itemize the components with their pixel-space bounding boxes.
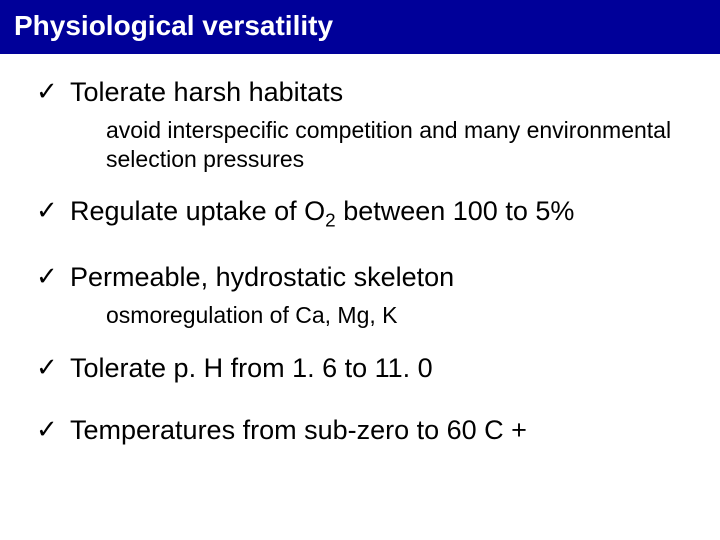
check-icon: ✓ xyxy=(36,76,70,107)
slide-title: Physiological versatility xyxy=(14,10,333,41)
bullet-subtext: osmoregulation of Ca, Mg, K xyxy=(106,301,684,330)
bullet-item: ✓ Regulate uptake of O2 between 100 to 5… xyxy=(36,195,684,233)
bullet-item: ✓ Tolerate harsh habitats xyxy=(36,76,684,110)
check-icon: ✓ xyxy=(36,414,70,445)
bullet-item: ✓ Tolerate p. H from 1. 6 to 11. 0 xyxy=(36,352,684,386)
bullet-item: ✓ Permeable, hydrostatic skeleton xyxy=(36,261,684,295)
slide-content: ✓ Tolerate harsh habitats avoid interspe… xyxy=(0,54,720,447)
bullet-text: Permeable, hydrostatic skeleton xyxy=(70,261,454,295)
bullet-text: Regulate uptake of O2 between 100 to 5% xyxy=(70,195,574,233)
check-icon: ✓ xyxy=(36,195,70,226)
bullet-text: Temperatures from sub-zero to 60 C + xyxy=(70,414,527,448)
title-bar: Physiological versatility xyxy=(0,0,720,54)
check-icon: ✓ xyxy=(36,352,70,383)
bullet-item: ✓ Temperatures from sub-zero to 60 C + xyxy=(36,414,684,448)
bullet-text: Tolerate harsh habitats xyxy=(70,76,343,110)
bullet-text: Tolerate p. H from 1. 6 to 11. 0 xyxy=(70,352,433,386)
bullet-subtext: avoid interspecific competition and many… xyxy=(106,116,684,174)
check-icon: ✓ xyxy=(36,261,70,292)
